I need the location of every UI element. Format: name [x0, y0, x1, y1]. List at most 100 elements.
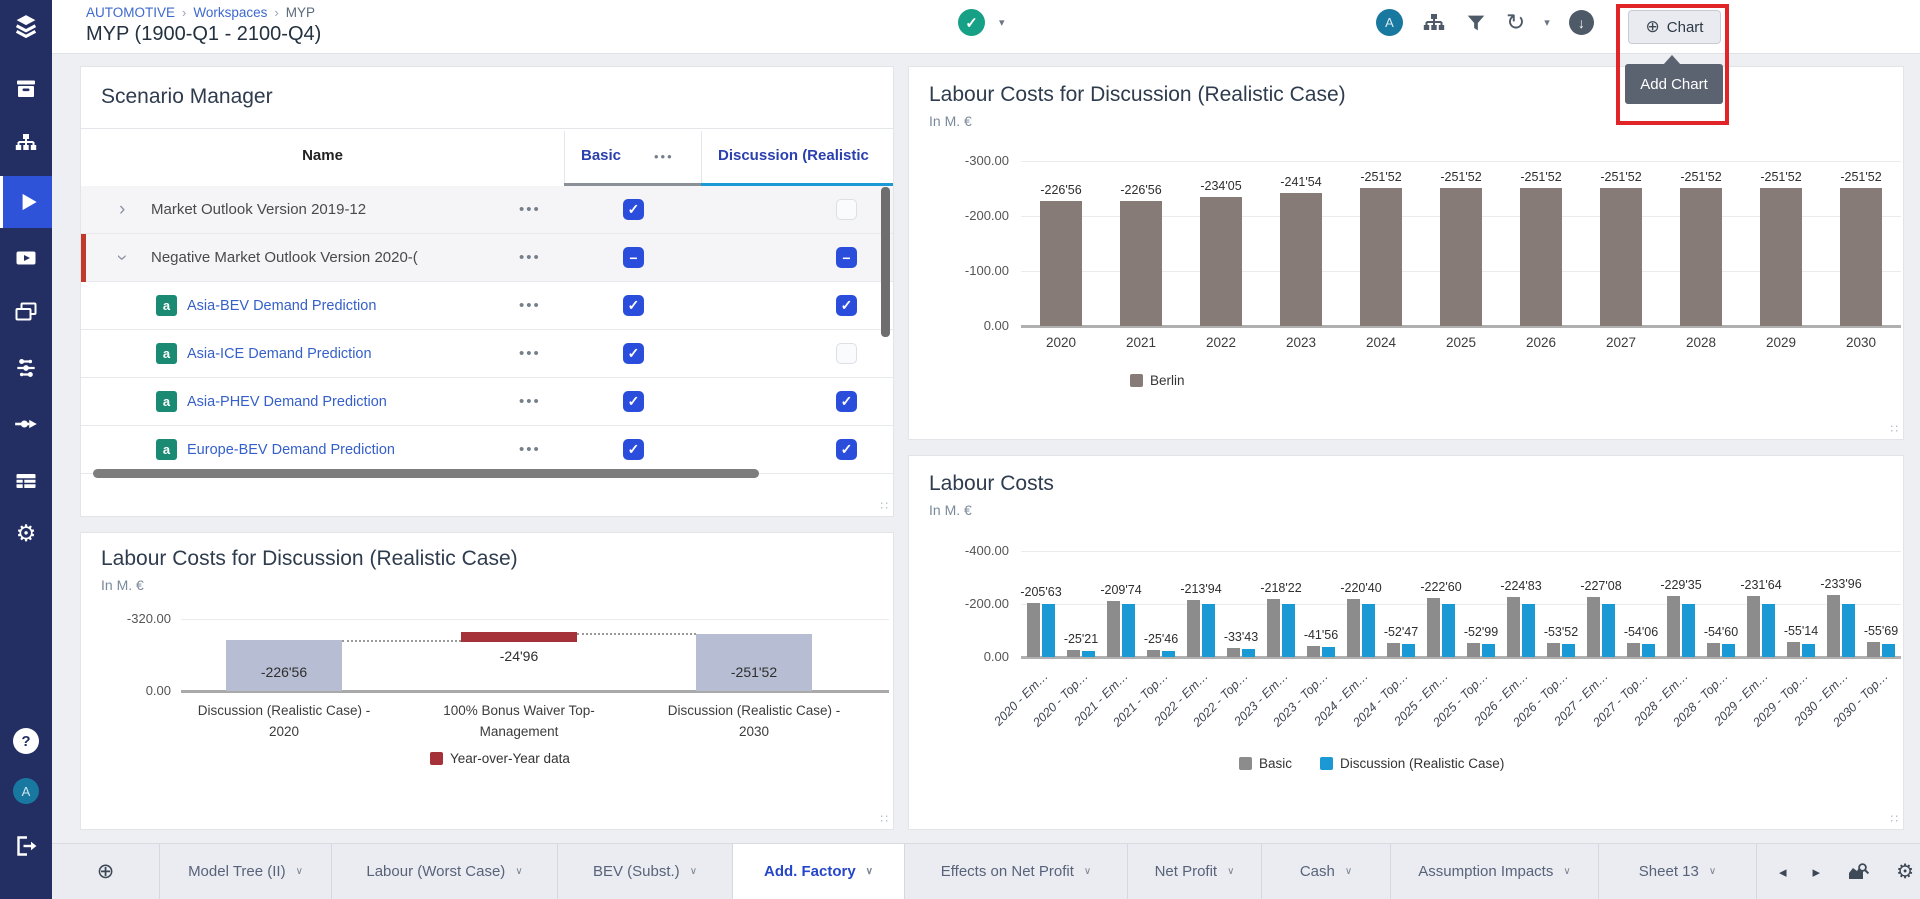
- sidebar-item-avatar[interactable]: A: [0, 769, 52, 813]
- row-menu-icon[interactable]: •••: [519, 201, 541, 218]
- sheet-tab-labour-worst-case-[interactable]: Labour (Worst Case)∨: [331, 844, 557, 899]
- scenario-row[interactable]: aAsia-PHEV Demand Prediction•••✓✓: [81, 378, 894, 426]
- chevron-down-icon[interactable]: ∨: [1563, 866, 1570, 877]
- chevron-down-icon[interactable]: ∨: [1709, 866, 1716, 877]
- sidebar-item-video[interactable]: [0, 236, 52, 280]
- bar-discussion-realistic-case-[interactable]: [1602, 604, 1615, 657]
- bar-basic[interactable]: [1147, 650, 1160, 657]
- bar-basic[interactable]: [1867, 642, 1880, 657]
- bar-basic[interactable]: [1347, 599, 1360, 657]
- bar-berlin[interactable]: [1120, 201, 1162, 326]
- horizontal-scrollbar[interactable]: [93, 469, 759, 478]
- scenario-row[interactable]: ›Market Outlook Version 2019-12•••✓: [81, 186, 894, 234]
- discussion-checkbox[interactable]: [836, 199, 857, 220]
- legend-item[interactable]: Berlin: [1130, 373, 1185, 388]
- column-header-discussion[interactable]: Discussion (Realistic: [718, 147, 894, 164]
- bar-discussion-realistic-case-[interactable]: [1722, 644, 1735, 657]
- bar-discussion-realistic-case-[interactable]: [1442, 604, 1455, 657]
- status-caret-icon[interactable]: ▾: [999, 16, 1005, 29]
- bar-basic[interactable]: [1427, 598, 1440, 657]
- legend-item[interactable]: Discussion (Realistic Case): [1320, 756, 1504, 771]
- bar-discussion-realistic-case-[interactable]: [1882, 644, 1895, 657]
- row-menu-icon[interactable]: •••: [519, 249, 541, 266]
- sheet-tab-add-factory[interactable]: Add. Factory∨: [732, 844, 904, 899]
- expand-chevron-icon[interactable]: ›: [119, 200, 125, 219]
- bar-discussion-realistic-case-[interactable]: [1362, 604, 1375, 657]
- bar-berlin[interactable]: [1600, 188, 1642, 326]
- bar-basic[interactable]: [1627, 643, 1640, 657]
- sheet-tab-effects-on-net-profit[interactable]: Effects on Net Profit∨: [904, 844, 1127, 899]
- basic-checkbox[interactable]: −: [623, 247, 644, 268]
- row-menu-icon[interactable]: •••: [519, 297, 541, 314]
- bar-berlin[interactable]: [1680, 188, 1722, 326]
- sheet-search-icon[interactable]: [1846, 860, 1870, 884]
- bar-discussion-realistic-case-[interactable]: [1202, 604, 1215, 657]
- sheet-tab-assumption-impacts[interactable]: Assumption Impacts∨: [1390, 844, 1598, 899]
- chevron-down-icon[interactable]: ∨: [866, 866, 873, 877]
- legend-item[interactable]: Year-over-Year data: [430, 751, 570, 766]
- sheet-settings-icon[interactable]: ⚙: [1896, 859, 1914, 884]
- scenario-name[interactable]: Asia-ICE Demand Prediction: [187, 346, 372, 362]
- bar-basic[interactable]: [1587, 597, 1600, 657]
- bar-discussion-realistic-case-[interactable]: [1042, 604, 1055, 657]
- scenario-name[interactable]: Asia-PHEV Demand Prediction: [187, 394, 387, 410]
- breadcrumb-link[interactable]: AUTOMOTIVE: [86, 5, 175, 20]
- bar-basic[interactable]: [1227, 648, 1240, 657]
- bar-discussion-realistic-case-[interactable]: [1482, 644, 1495, 657]
- bar-basic[interactable]: [1467, 643, 1480, 657]
- discussion-checkbox[interactable]: −: [836, 247, 857, 268]
- hierarchy-icon[interactable]: [1422, 11, 1446, 35]
- bar-discussion-realistic-case-[interactable]: [1402, 644, 1415, 657]
- bar-berlin[interactable]: [1440, 188, 1482, 326]
- filter-icon[interactable]: [1465, 12, 1487, 34]
- basic-checkbox[interactable]: ✓: [623, 199, 644, 220]
- sidebar-item-table[interactable]: [0, 459, 52, 503]
- bar-discussion-realistic-case-[interactable]: [1282, 604, 1295, 657]
- bar-berlin[interactable]: [1840, 188, 1882, 326]
- bar-discussion-realistic-case-[interactable]: [1762, 604, 1775, 657]
- bar-discussion-realistic-case-[interactable]: [1682, 604, 1695, 657]
- waterfall-total-bar[interactable]: [696, 634, 812, 691]
- discussion-checkbox[interactable]: ✓: [836, 439, 857, 460]
- bar-basic[interactable]: [1827, 595, 1840, 657]
- bar-discussion-realistic-case-[interactable]: [1322, 647, 1335, 657]
- column-menu-icon[interactable]: •••: [654, 149, 674, 164]
- bar-basic[interactable]: [1707, 643, 1720, 657]
- add-chart-button[interactable]: ⊕ Chart: [1628, 10, 1721, 44]
- sidebar-item-logout[interactable]: [0, 824, 52, 868]
- basic-checkbox[interactable]: ✓: [623, 439, 644, 460]
- legend-item[interactable]: Basic: [1239, 756, 1292, 771]
- chevron-down-icon[interactable]: ∨: [690, 866, 697, 877]
- bar-basic[interactable]: [1307, 646, 1320, 657]
- sheet-tab-model-tree-ii-[interactable]: Model Tree (II)∨: [159, 844, 331, 899]
- bar-discussion-realistic-case-[interactable]: [1562, 644, 1575, 657]
- basic-checkbox[interactable]: ✓: [623, 343, 644, 364]
- avatar[interactable]: A: [1376, 9, 1403, 36]
- discussion-checkbox[interactable]: ✓: [836, 391, 857, 412]
- chevron-down-icon[interactable]: ∨: [296, 866, 303, 877]
- download-icon[interactable]: ↓: [1569, 10, 1594, 35]
- chevron-down-icon[interactable]: ∨: [1227, 866, 1234, 877]
- chevron-down-icon[interactable]: ∨: [515, 866, 522, 877]
- bar-discussion-realistic-case-[interactable]: [1642, 644, 1655, 657]
- panel-resize-handle[interactable]: ∷: [880, 812, 888, 826]
- sidebar-item-slides[interactable]: [0, 290, 52, 334]
- bar-discussion-realistic-case-[interactable]: [1522, 604, 1535, 657]
- bar-basic[interactable]: [1667, 596, 1680, 657]
- waterfall-delta-bar[interactable]: [461, 632, 577, 642]
- sheet-tab-cash[interactable]: Cash∨: [1261, 844, 1390, 899]
- bar-discussion-realistic-case-[interactable]: [1842, 604, 1855, 657]
- scenario-row[interactable]: aAsia-BEV Demand Prediction•••✓✓: [81, 282, 894, 330]
- status-check-icon[interactable]: ✓: [958, 9, 985, 36]
- scenario-name[interactable]: Asia-BEV Demand Prediction: [187, 298, 376, 314]
- sheet-tab-net-profit[interactable]: Net Profit∨: [1127, 844, 1261, 899]
- bar-basic[interactable]: [1787, 642, 1800, 657]
- vertical-scrollbar[interactable]: [881, 187, 890, 337]
- panel-resize-handle[interactable]: ∷: [1890, 422, 1898, 436]
- bar-discussion-realistic-case-[interactable]: [1122, 604, 1135, 657]
- chevron-down-icon[interactable]: ∨: [1345, 866, 1352, 877]
- bar-basic[interactable]: [1547, 643, 1560, 657]
- basic-checkbox[interactable]: ✓: [623, 391, 644, 412]
- scenario-row[interactable]: ›Negative Market Outlook Version 2020-(•…: [81, 234, 894, 282]
- breadcrumb-link[interactable]: Workspaces: [193, 5, 267, 20]
